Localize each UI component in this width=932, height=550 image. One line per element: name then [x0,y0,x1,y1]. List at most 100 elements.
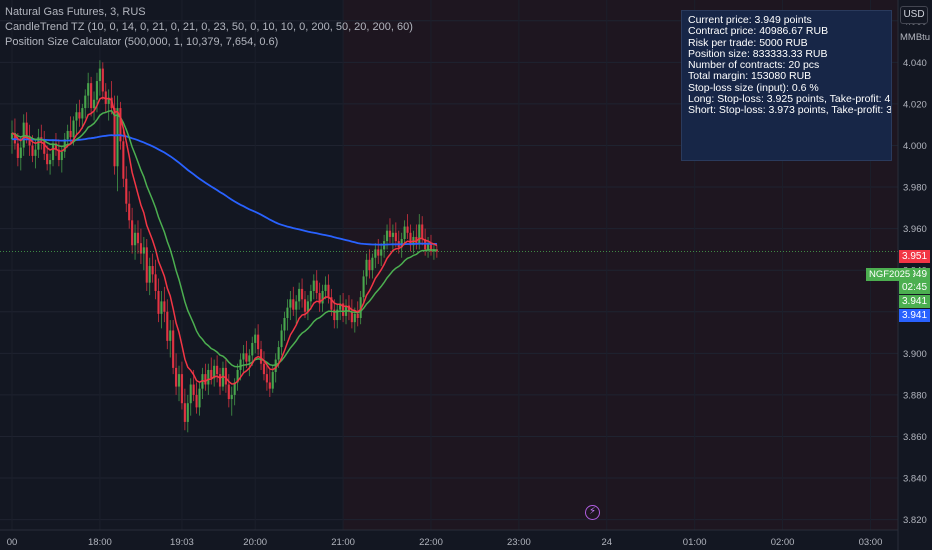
candle [25,112,28,144]
candle [139,228,143,264]
x-tick-label: 20:00 [243,537,267,548]
info-line: Short: Stop-loss: 3.973 points, Take-pro… [688,104,892,117]
legend-symbol[interactable]: Natural Gas Futures, 3, RUS [5,6,146,18]
candle [300,278,304,308]
candle [254,328,257,354]
x-tick-label: 23:00 [507,537,531,548]
x-tick-label: 03:00 [859,537,883,548]
candle [98,60,101,96]
candle [92,91,96,121]
ma-slow-line [12,134,437,246]
candle [394,222,397,248]
candle [154,259,157,300]
candle [374,243,377,269]
candle [248,349,251,377]
candle [172,320,175,375]
candle [201,367,204,400]
unit-label[interactable]: MMBtu [900,32,931,43]
legend-indicator-candletrend[interactable]: CandleTrend TZ (10, 0, 14, 0, 21, 0, 21,… [5,21,413,33]
candle [84,89,87,119]
candle [210,357,213,385]
candle [388,218,392,244]
candle [19,137,22,171]
candle [415,224,418,250]
candle [169,320,172,358]
info-line: Number of contracts: 20 pcs [688,59,820,72]
ma-mid-line [11,110,437,368]
candle [333,299,336,329]
candle [318,282,321,312]
candle [87,72,90,109]
candle [69,116,72,144]
candle [101,62,104,100]
candle [327,274,330,304]
candle [119,101,122,150]
candle [315,270,318,300]
candle [257,324,260,356]
candle [280,324,283,356]
price-tag-ma-slow: 3.941 [899,309,931,322]
x-tick-label: 00 [7,537,18,548]
candle [421,216,424,246]
time-axis[interactable]: 00 18:00 19:03 20:00 21:00 22:00 23:00 24 01:00 0… [7,537,883,548]
candle [75,103,78,136]
candle [160,290,163,329]
info-line: Position size: 833333.33 RUB [688,47,828,60]
candle [289,290,292,321]
x-tick-label: 22:00 [419,537,443,548]
y-tick-label: 3.900 [903,349,927,360]
candle [48,153,52,175]
candle [166,299,169,350]
candle [245,340,248,368]
candle [409,224,412,252]
candle [283,311,286,341]
candle [43,130,46,161]
candle [362,270,365,304]
candle [180,361,184,410]
candle [216,355,219,383]
candle [292,286,295,316]
candle [268,369,271,397]
x-tick-label: 24 [602,537,613,548]
candle [321,284,324,312]
y-tick-label: 3.820 [903,515,927,526]
candle [128,191,131,229]
candle [339,295,342,321]
candle [312,274,315,300]
candle [110,81,113,115]
candle [368,249,371,279]
candle [309,284,312,310]
price-tag-ma-fast: 3.951 [899,250,931,263]
legend-indicator-position-size[interactable]: Position Size Calculator (500,000, 1, 10… [5,36,279,48]
info-line: Total margin: 153080 RUB [688,70,812,83]
candle [403,220,406,246]
candle [341,293,345,323]
price-tag-ma-mid: 3.941 [899,295,931,308]
candle [262,351,266,381]
candle [391,224,394,250]
candle [136,220,140,254]
moving-averages [11,96,438,385]
candle [46,145,49,171]
currency-button[interactable]: USD [900,6,928,24]
candle [163,286,166,323]
candle [365,253,368,285]
candle [142,236,145,271]
candle [177,365,181,402]
candle [251,336,254,366]
candle [213,359,216,387]
x-tick-label: 19:03 [170,537,194,548]
lightning-icon[interactable]: ⚡ [585,505,600,520]
y-tick-label: 4.040 [903,58,927,69]
candle [295,295,298,325]
candle [230,386,233,416]
candle [350,299,353,329]
candle [145,239,148,291]
candle [204,363,207,391]
candle [359,290,362,325]
candle [189,378,192,416]
candle [356,301,359,327]
info-line: Current price: 3.949 points [688,14,812,26]
candle [125,166,128,212]
candle [336,303,339,329]
